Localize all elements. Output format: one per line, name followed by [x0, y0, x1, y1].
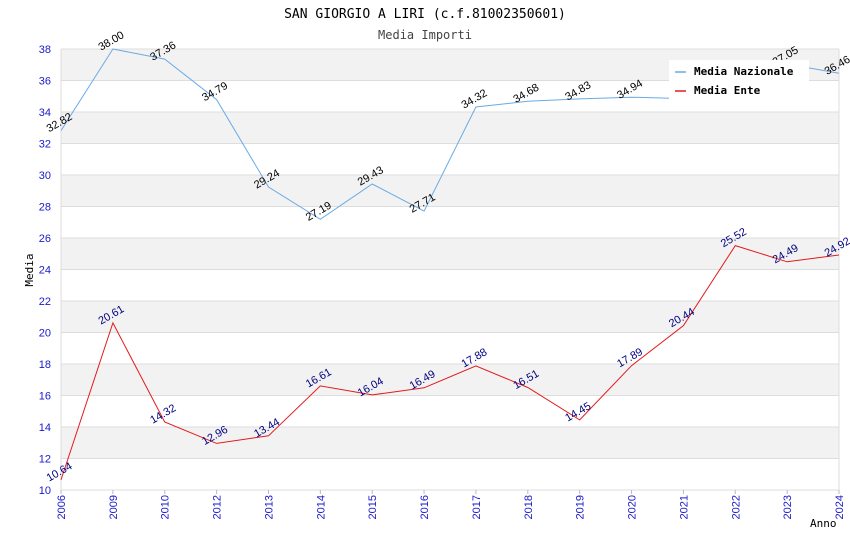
- x-tick-label: 2017: [471, 495, 483, 519]
- y-tick-label: 30: [39, 170, 51, 182]
- x-tick-label: 2024: [834, 495, 846, 519]
- legend-box: [669, 60, 809, 100]
- y-tick-label: 34: [39, 107, 51, 119]
- x-tick-label: 2009: [108, 495, 120, 519]
- y-tick-label: 16: [39, 391, 51, 403]
- y-tick-label: 22: [39, 296, 51, 308]
- x-axis-label: Anno: [810, 517, 837, 530]
- x-tick-label: 2020: [627, 495, 639, 519]
- x-tick-label: 2023: [782, 495, 794, 519]
- background-band: [61, 112, 839, 144]
- legend-label: Media Ente: [694, 84, 761, 97]
- background-band: [61, 364, 839, 396]
- x-tick-label: 2013: [263, 495, 275, 519]
- y-tick-label: 32: [39, 139, 51, 151]
- y-tick-label: 36: [39, 76, 51, 88]
- background-band: [61, 269, 839, 301]
- y-tick-label: 24: [39, 265, 51, 277]
- background-band: [61, 395, 839, 427]
- y-tick-label: 26: [39, 233, 51, 245]
- y-tick-label: 12: [39, 454, 51, 466]
- background-band: [61, 175, 839, 207]
- background-band: [61, 332, 839, 364]
- background-band: [61, 206, 839, 238]
- gridlines: [60, 48, 840, 491]
- x-tick-label: 2016: [419, 495, 431, 519]
- x-tick-label: 2006: [56, 495, 68, 519]
- series-line-media-ente: [60, 245, 840, 481]
- x-axis-ticks: 2006 2009 2010 2012 2013 2014 2015 2016 2017 2018…: [56, 490, 846, 519]
- x-tick-label: 2018: [523, 495, 535, 519]
- y-axis-label: Media: [23, 253, 36, 286]
- y-tick-label: 18: [39, 359, 51, 371]
- x-tick-label: 2021: [678, 495, 690, 519]
- y-tick-label: 20: [39, 328, 51, 340]
- x-tick-label: 2012: [212, 495, 224, 519]
- x-tick-label: 2022: [730, 495, 742, 519]
- y-tick-label: 14: [39, 422, 51, 434]
- background-bands: [61, 49, 839, 490]
- y-axis-ticks: 10 12 14 16 18 20 22 24 26 28 30 32 34 36 38: [39, 44, 51, 497]
- x-tick-label: 2019: [575, 495, 587, 519]
- legend: Media Nazionale Media Ente: [669, 60, 809, 100]
- x-tick-label: 2010: [160, 495, 172, 519]
- chart-title: SAN GIORGIO A LIRI (c.f.81002350601): [284, 7, 566, 22]
- background-band: [61, 238, 839, 270]
- background-band: [61, 458, 839, 490]
- background-band: [61, 427, 839, 459]
- legend-label: Media Nazionale: [694, 65, 794, 78]
- x-tick-label: 2014: [315, 495, 327, 519]
- chart-subtitle: Media Importi: [378, 28, 472, 42]
- x-tick-label: 2015: [367, 495, 379, 519]
- y-tick-label: 38: [39, 44, 51, 56]
- y-tick-label: 28: [39, 202, 51, 214]
- background-band: [61, 301, 839, 333]
- y-tick-label: 10: [39, 485, 51, 497]
